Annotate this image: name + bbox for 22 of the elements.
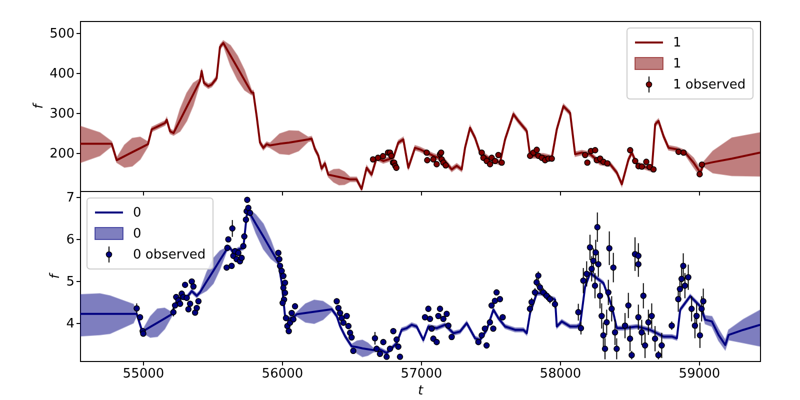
text: 0 xyxy=(133,226,142,242)
legend-label: 0 observed xyxy=(133,248,206,262)
y-tick-label: 300 xyxy=(50,106,74,122)
y-tick-label: 7 xyxy=(66,190,74,206)
x-tick-label: 56000 xyxy=(262,366,304,382)
x-tick-label: 55000 xyxy=(122,366,164,382)
x-axis-title: t xyxy=(418,384,424,398)
y-tick-label: 500 xyxy=(50,26,74,42)
text: 1 xyxy=(673,56,682,72)
y-axis-title: f xyxy=(48,272,64,279)
x-tick-label: 57000 xyxy=(400,366,442,382)
y-tick-label: 6 xyxy=(66,232,74,248)
y-tick-label: 5 xyxy=(66,274,74,290)
legend-label: 1 observed xyxy=(673,78,746,92)
y-tick-label: 400 xyxy=(50,66,74,82)
x-tick-label: 59000 xyxy=(678,366,720,382)
legend-label: 0 xyxy=(133,206,142,220)
y-tick-label: 4 xyxy=(66,316,74,332)
y-axis-title: f xyxy=(32,102,47,109)
y-tick-label: 200 xyxy=(50,146,74,162)
legend-label: 1 xyxy=(673,36,682,50)
x-tick-label: 58000 xyxy=(540,366,582,382)
